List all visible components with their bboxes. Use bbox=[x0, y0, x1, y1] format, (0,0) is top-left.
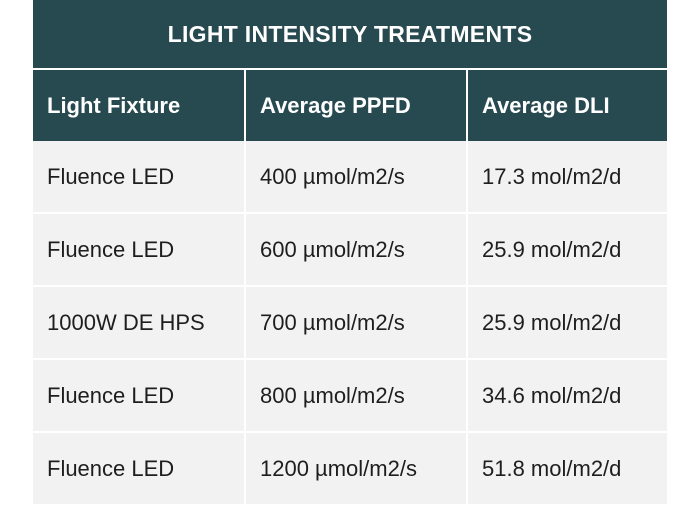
table-title: LIGHT INTENSITY TREATMENTS bbox=[33, 0, 667, 70]
column-header-average-ppfd: Average PPFD bbox=[245, 69, 468, 141]
column-header-light-fixture: Light Fixture bbox=[33, 69, 246, 141]
light-fixture-cell: Fluence LED bbox=[33, 141, 246, 214]
light-fixture-cell: Fluence LED bbox=[33, 432, 246, 506]
table-row: Fluence LED 600 µmol/m2/s 25.9 mol/m2/d bbox=[33, 213, 667, 287]
average-ppfd-cell: 400 µmol/m2/s bbox=[245, 141, 468, 214]
table-row: Fluence LED 1200 µmol/m2/s 51.8 mol/m2/d bbox=[33, 432, 667, 506]
light-fixture-cell: Fluence LED bbox=[33, 213, 246, 287]
table-row: Fluence LED 400 µmol/m2/s 17.3 mol/m2/d bbox=[33, 141, 667, 214]
light-fixture-cell: Fluence LED bbox=[33, 359, 246, 433]
table-row: Fluence LED 800 µmol/m2/s 34.6 mol/m2/d bbox=[33, 359, 667, 433]
average-dli-cell: 51.8 mol/m2/d bbox=[467, 432, 667, 506]
average-ppfd-cell: 1200 µmol/m2/s bbox=[245, 432, 468, 506]
light-intensity-table: LIGHT INTENSITY TREATMENTS Light Fixture… bbox=[33, 0, 667, 506]
table-row: 1000W DE HPS 700 µmol/m2/s 25.9 mol/m2/d bbox=[33, 286, 667, 360]
light-intensity-table-container: LIGHT INTENSITY TREATMENTS Light Fixture… bbox=[33, 0, 667, 506]
column-header-average-dli: Average DLI bbox=[467, 69, 667, 141]
header-row: Light Fixture Average PPFD Average DLI bbox=[33, 69, 667, 141]
average-ppfd-cell: 600 µmol/m2/s bbox=[245, 213, 468, 287]
light-fixture-cell: 1000W DE HPS bbox=[33, 286, 246, 360]
average-dli-cell: 34.6 mol/m2/d bbox=[467, 359, 667, 433]
average-dli-cell: 17.3 mol/m2/d bbox=[467, 141, 667, 214]
title-row: LIGHT INTENSITY TREATMENTS bbox=[33, 0, 667, 70]
average-ppfd-cell: 700 µmol/m2/s bbox=[245, 286, 468, 360]
average-dli-cell: 25.9 mol/m2/d bbox=[467, 213, 667, 287]
average-dli-cell: 25.9 mol/m2/d bbox=[467, 286, 667, 360]
average-ppfd-cell: 800 µmol/m2/s bbox=[245, 359, 468, 433]
